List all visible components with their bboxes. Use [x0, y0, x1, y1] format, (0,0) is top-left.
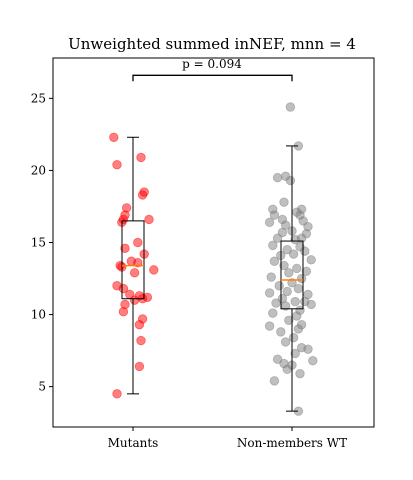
data-point [118, 283, 129, 294]
points-mutants [109, 132, 159, 399]
data-point [269, 210, 280, 220]
data-point [288, 249, 299, 259]
data-point [300, 246, 310, 256]
data-point [308, 355, 318, 366]
x-tick-label: Non-members WT [237, 436, 347, 450]
data-point [276, 327, 286, 337]
data-point [112, 159, 122, 170]
data-point [290, 296, 300, 307]
data-point [293, 324, 304, 334]
data-point [306, 255, 316, 265]
data-point [269, 376, 280, 386]
data-point [109, 132, 119, 142]
points-wt [264, 102, 318, 416]
data-point [292, 263, 302, 274]
data-point [134, 319, 145, 330]
data-point [129, 295, 140, 305]
data-point [282, 245, 292, 255]
data-point [136, 152, 146, 163]
data-point [136, 335, 146, 346]
data-point [279, 197, 289, 207]
data-point [290, 234, 300, 245]
data-point [133, 237, 143, 248]
data-point [290, 348, 300, 359]
data-point [266, 272, 276, 282]
data-point [284, 315, 294, 326]
data-point [288, 332, 299, 343]
data-point [293, 283, 304, 294]
data-point [264, 288, 275, 298]
data-point [303, 344, 313, 354]
p-value-label: p = 0.094 [182, 57, 242, 71]
x-tick-label: Mutants [108, 436, 159, 450]
data-point [264, 321, 275, 331]
data-point [144, 214, 154, 225]
data-point [129, 268, 140, 278]
significance-annotation: p = 0.094 [132, 57, 293, 82]
y-tick-label: 25 [31, 91, 46, 105]
plot-area: 5 10 15 20 25 Mutants Non-members WT [31, 57, 375, 450]
significance-bracket [132, 74, 293, 82]
data-point [301, 266, 312, 277]
data-point [280, 337, 291, 347]
data-point [295, 368, 305, 379]
data-point [112, 389, 122, 399]
data-point [282, 364, 292, 375]
data-point [284, 268, 294, 278]
plot-frame [52, 57, 375, 428]
data-point [282, 286, 292, 297]
chart-title: Unweighted summed inNEF, mnn = 4 [68, 35, 356, 53]
y-tick-label: 20 [31, 163, 46, 177]
data-point [272, 233, 283, 243]
data-point [292, 311, 302, 321]
box-mutants [121, 136, 145, 395]
data-point [285, 175, 296, 186]
data-point [274, 281, 284, 291]
data-point [279, 260, 289, 271]
data-point [268, 240, 278, 251]
data-point [134, 361, 145, 372]
y-tick-label: 10 [31, 308, 46, 322]
data-point [264, 217, 275, 228]
iqr-box [121, 220, 145, 300]
data-point [272, 354, 283, 364]
data-point [137, 190, 148, 200]
data-point [120, 243, 130, 253]
data-point [306, 299, 316, 310]
data-point [269, 256, 280, 266]
data-point [272, 172, 283, 183]
data-point [285, 102, 296, 112]
box-wt [280, 145, 304, 412]
data-point [118, 306, 129, 317]
iqr-box [280, 240, 304, 310]
y-tick-label: 15 [31, 236, 46, 250]
data-point [271, 298, 281, 308]
data-point [268, 308, 278, 318]
data-point [296, 273, 307, 284]
y-tick-label: 5 [38, 380, 46, 394]
data-point [149, 265, 159, 275]
